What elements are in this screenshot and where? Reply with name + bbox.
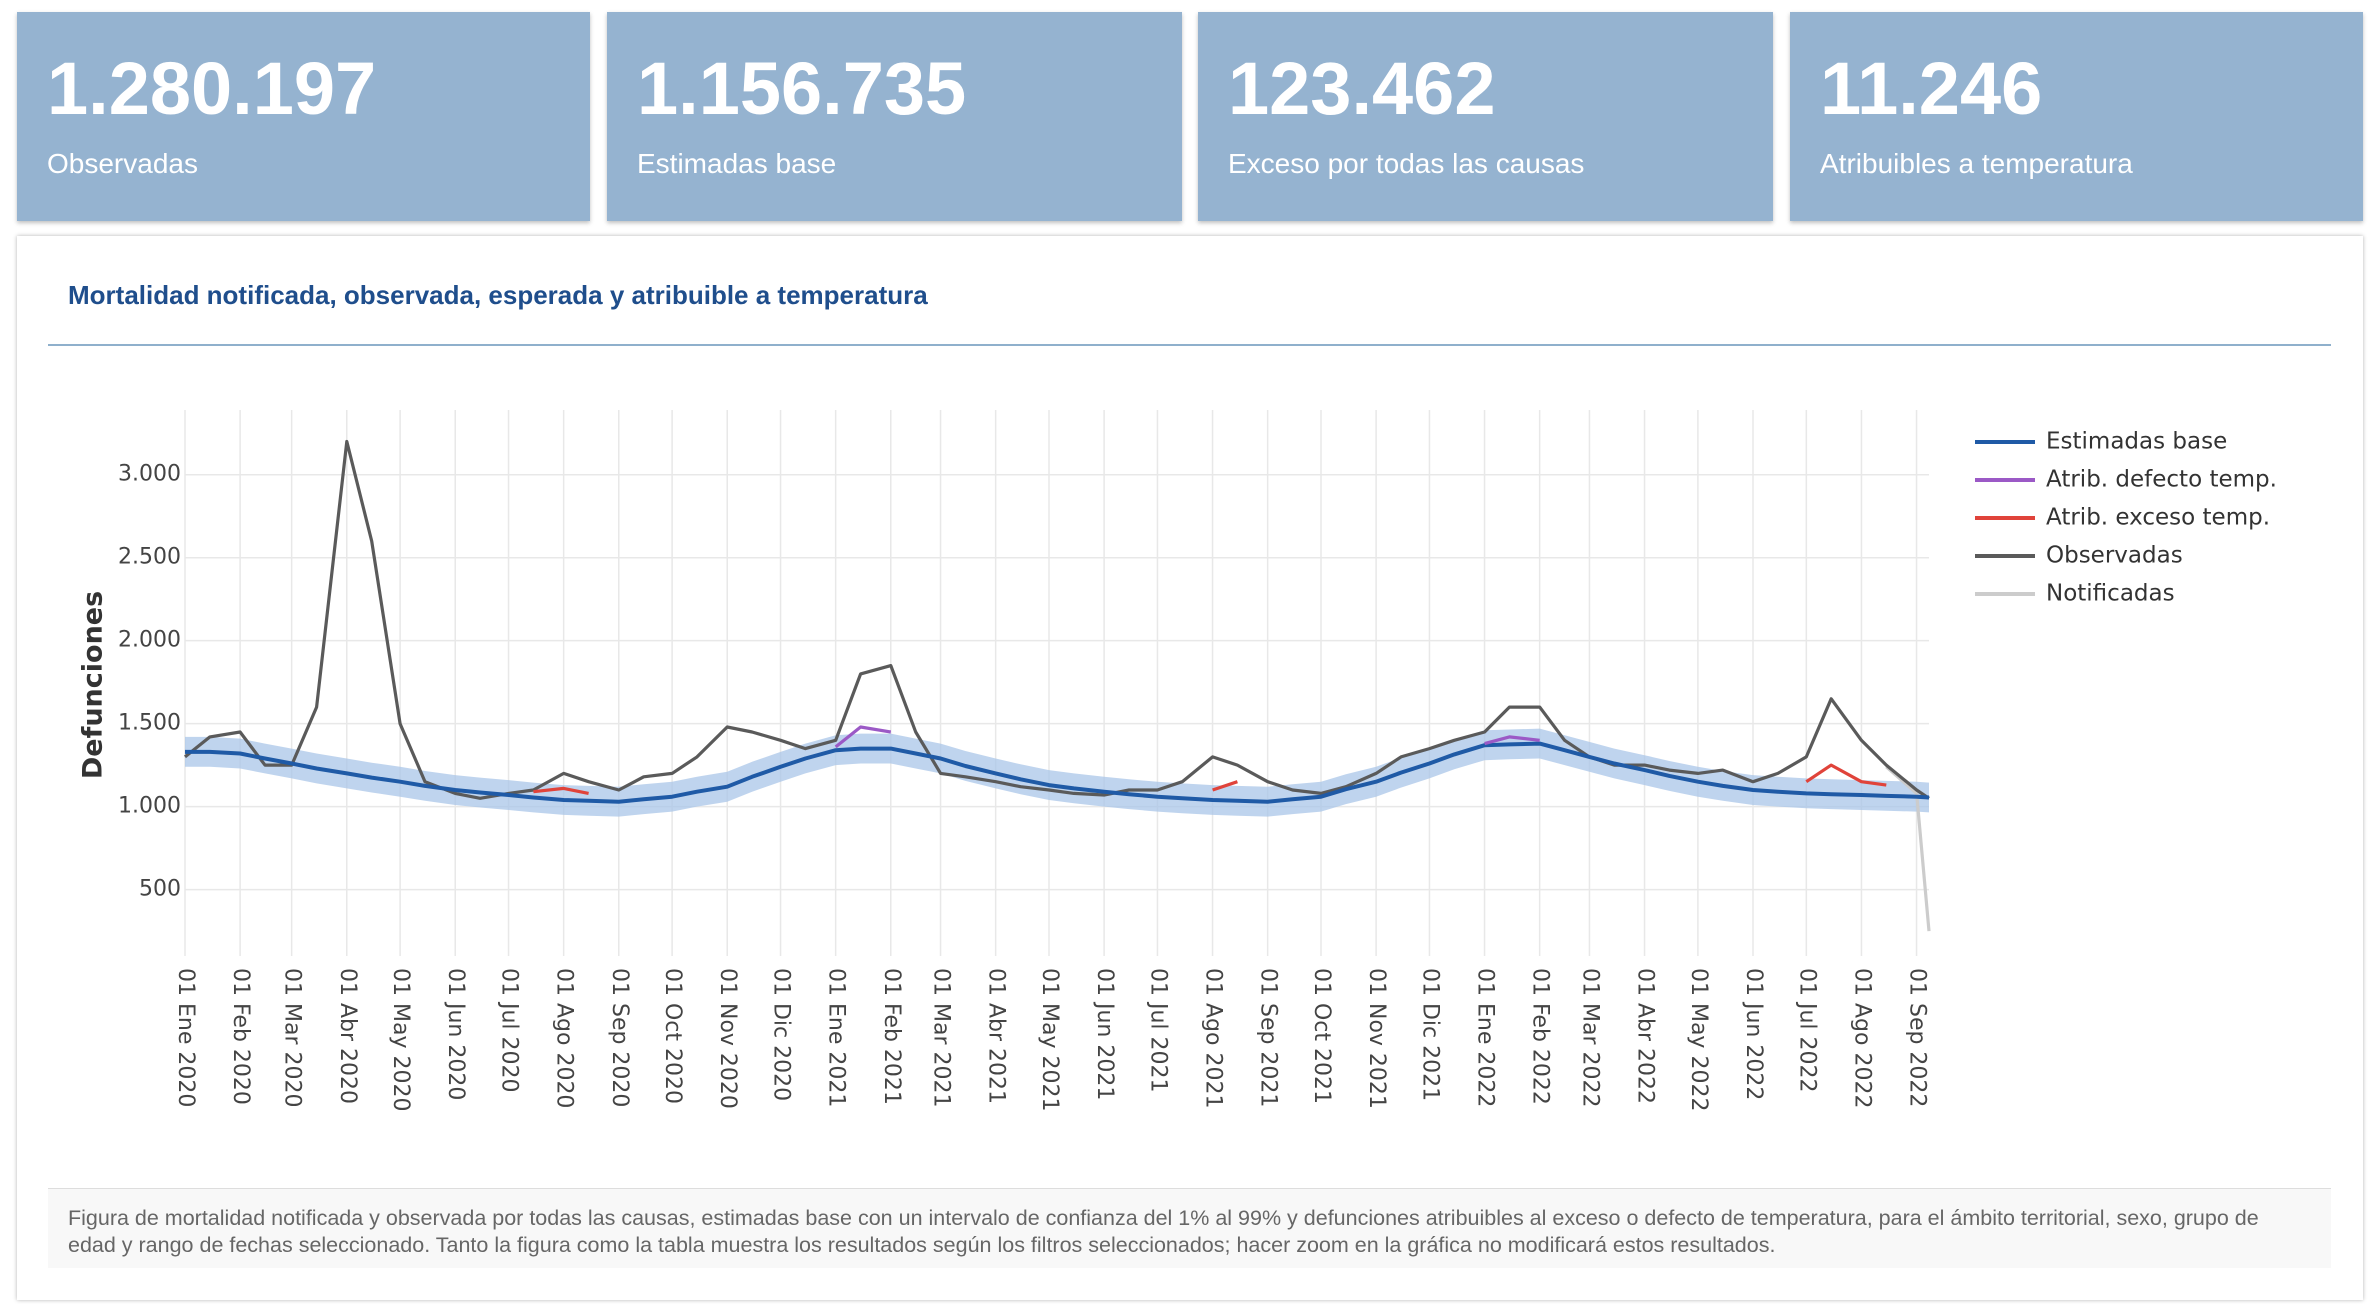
legend-label: Estimadas base <box>2046 429 2227 455</box>
y-tick-label: 2.500 <box>118 545 181 570</box>
x-tick-label: 01 Oct 2020 <box>660 968 685 1104</box>
kpi-card: 11.246 Atribuibles a temperatura <box>1790 12 2363 221</box>
x-tick-label: 01 Dic 2020 <box>769 968 794 1101</box>
x-tick-label: 01 Ago 2020 <box>552 968 577 1108</box>
kpi-value: 11.246 <box>1820 47 2043 130</box>
series-line <box>533 763 1887 795</box>
footnote: Figura de mortalidad notificada y observ… <box>48 1188 2331 1268</box>
x-tick-label: 01 May 2022 <box>1686 968 1711 1111</box>
kpi-label: Atribuibles a temperatura <box>1820 148 2133 179</box>
series-line <box>185 741 1930 804</box>
confidence-band <box>185 728 1929 817</box>
legend-label: Notificadas <box>2046 581 2175 607</box>
kpi-card: 123.462 Exceso por todas las causas <box>1198 12 1773 221</box>
x-tick-label: 01 May 2021 <box>1037 968 1062 1111</box>
x-tick-label: 01 Sep 2020 <box>607 968 632 1107</box>
x-tick-label: 01 Feb 2022 <box>1528 968 1553 1105</box>
x-tick-label: 01 Dic 2021 <box>1417 968 1442 1101</box>
series-line <box>183 439 1930 800</box>
chart-panel <box>17 236 2363 1300</box>
legend-label: Atrib. defecto temp. <box>2046 467 2277 493</box>
x-tick-label: 01 May 2020 <box>388 968 413 1111</box>
x-tick-label: 01 Abr 2021 <box>984 968 1009 1104</box>
x-tick-label: 01 Ago 2022 <box>1849 968 1874 1108</box>
x-tick-label: 01 Abr 2020 <box>335 968 360 1104</box>
x-tick-label: 01 Ene 2022 <box>1473 968 1498 1107</box>
x-tick-label: 01 Mar 2022 <box>1577 968 1602 1107</box>
series-line <box>1885 765 1931 932</box>
x-tick-label: 01 Jun 2021 <box>1092 968 1117 1100</box>
x-tick-label: 01 Abr 2022 <box>1633 968 1658 1104</box>
x-tick-label: 01 Nov 2020 <box>715 968 740 1109</box>
legend-label: Observadas <box>2046 543 2183 569</box>
series-line <box>834 725 1540 749</box>
kpi-label: Observadas <box>47 148 198 179</box>
kpi-value: 123.462 <box>1228 47 1496 130</box>
y-tick-label: 3.000 <box>118 462 181 487</box>
kpi-label: Exceso por todas las causas <box>1228 148 1585 179</box>
x-tick-label: 01 Jul 2021 <box>1145 968 1170 1093</box>
kpi-label: Estimadas base <box>637 148 837 179</box>
chart-title: Mortalidad notificada, observada, espera… <box>68 280 928 310</box>
kpi-value: 1.156.735 <box>637 47 967 130</box>
x-tick-label: 01 Ago 2021 <box>1201 968 1226 1108</box>
x-tick-label: 01 Feb 2021 <box>879 968 904 1105</box>
kpi-value: 1.280.197 <box>47 47 377 130</box>
x-tick-label: 01 Mar 2020 <box>280 968 305 1107</box>
x-tick-label: 01 Jul 2020 <box>497 968 522 1093</box>
y-tick-label: 2.000 <box>118 628 181 653</box>
x-tick-label: 01 Ene 2021 <box>824 968 849 1107</box>
x-tick-label: 01 Jul 2022 <box>1794 968 1819 1093</box>
x-tick-label: 01 Ene 2020 <box>173 968 198 1107</box>
x-tick-label: 01 Mar 2021 <box>929 968 954 1107</box>
x-tick-label: 01 Nov 2021 <box>1364 968 1389 1109</box>
x-tick-label: 01 Jun 2020 <box>443 968 468 1100</box>
kpi-card: 1.156.735 Estimadas base <box>607 12 1182 221</box>
x-tick-label: 01 Oct 2021 <box>1309 968 1334 1104</box>
x-tick-label: 01 Sep 2022 <box>1905 968 1930 1107</box>
legend-label: Atrib. exceso temp. <box>2046 505 2270 531</box>
x-tick-label: 01 Sep 2021 <box>1256 968 1281 1107</box>
x-tick-label: 01 Jun 2022 <box>1741 968 1766 1100</box>
y-tick-label: 1.500 <box>118 711 181 736</box>
y-axis-title: Defunciones <box>78 591 109 779</box>
x-tick-label: 01 Feb 2020 <box>228 968 253 1105</box>
kpi-card: 1.280.197 Observadas <box>17 12 590 221</box>
y-tick-label: 500 <box>139 877 181 902</box>
y-tick-label: 1.000 <box>118 794 181 819</box>
